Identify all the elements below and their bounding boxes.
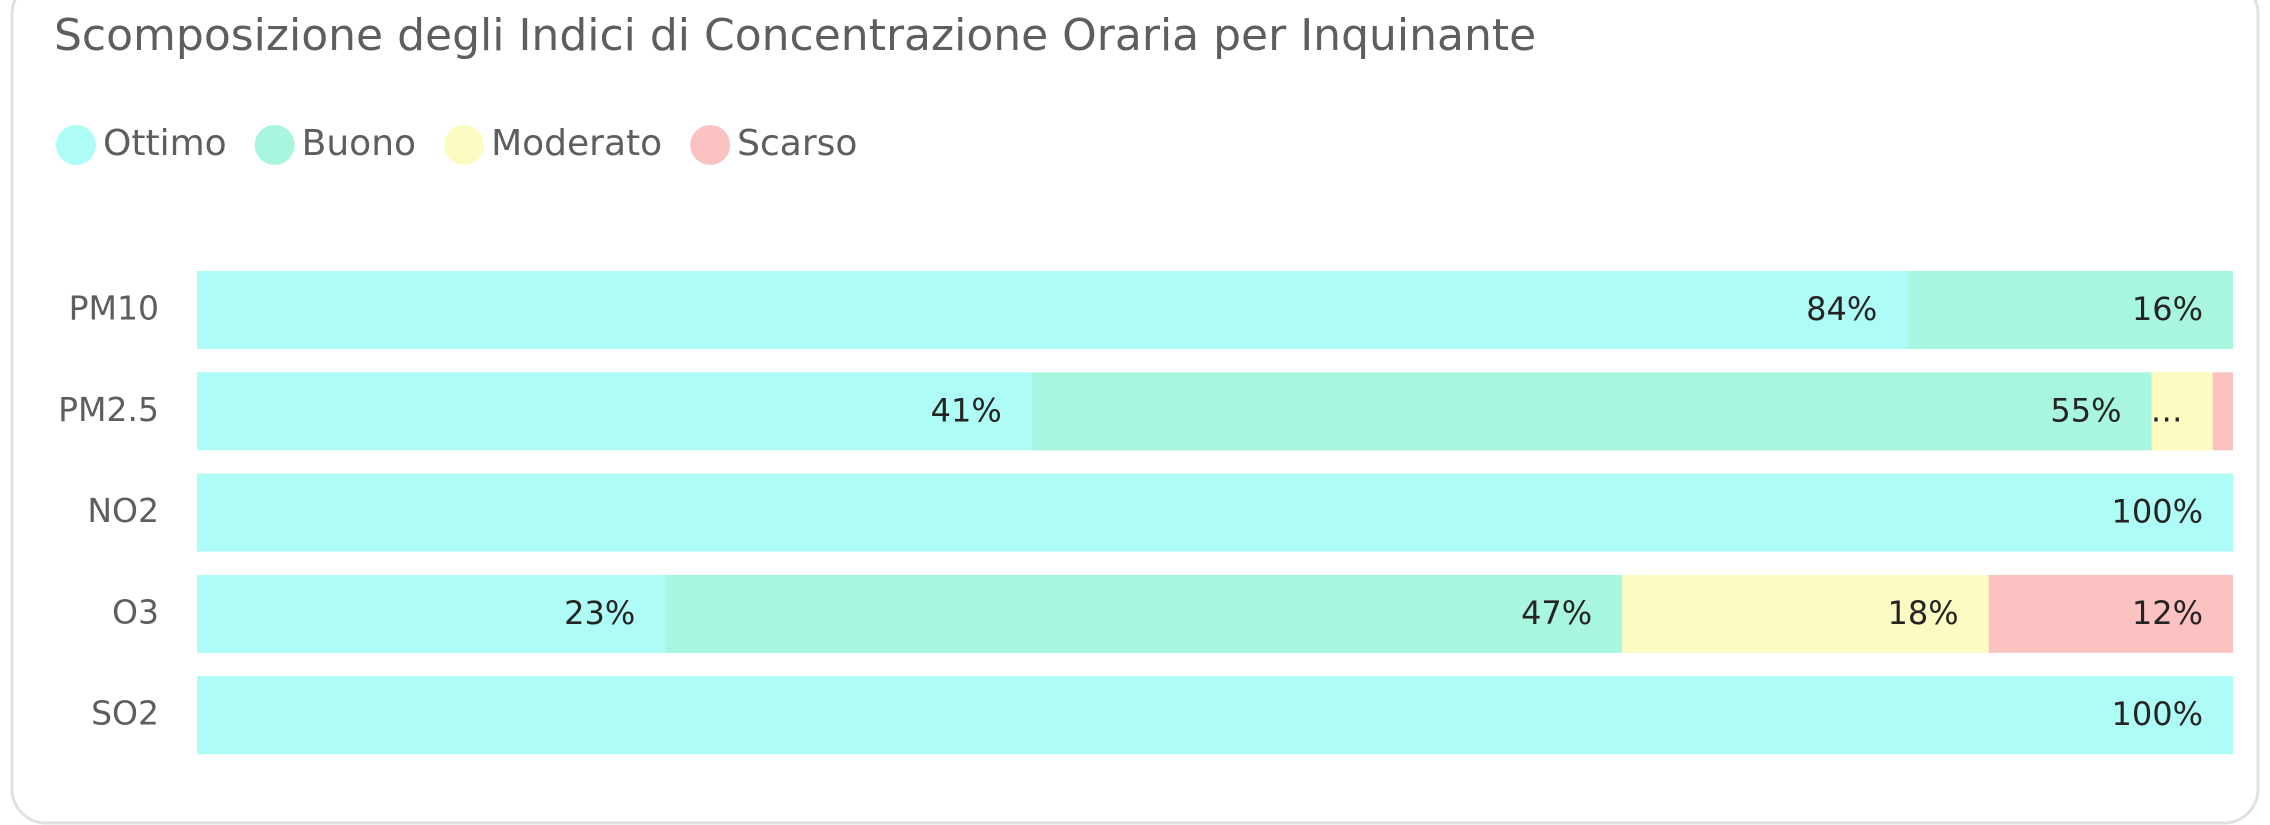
bar-segment xyxy=(2212,372,2233,451)
data-label: 23% xyxy=(564,594,635,632)
data-label: 41% xyxy=(931,391,1002,429)
bar-segment xyxy=(1622,574,1989,653)
bar-segment xyxy=(1988,574,2233,653)
chart-title: Scomposizione degli Indici di Concentraz… xyxy=(54,10,1536,61)
bar-segment xyxy=(197,676,2233,755)
data-label: 84% xyxy=(1806,290,1877,328)
plot-area: PM10 84% 16% PM2.5 41% 55% … NO2 100% O3 23% 47% 18%… xyxy=(58,271,2233,755)
data-label: 47% xyxy=(1521,594,1592,632)
bar-segment xyxy=(665,574,1623,653)
legend-label: Ottimo xyxy=(103,123,227,164)
y-tick-label: O3 xyxy=(112,592,159,631)
data-label: 100% xyxy=(2112,695,2203,733)
bar-segment xyxy=(197,574,666,653)
legend-swatch xyxy=(444,125,485,165)
y-tick-label: SO2 xyxy=(91,694,159,733)
bar-segment xyxy=(1031,372,2152,451)
data-label: 100% xyxy=(2112,493,2203,531)
y-tick-label: NO2 xyxy=(87,491,159,530)
bar-segment xyxy=(197,271,1908,349)
data-label: … xyxy=(2151,391,2183,429)
y-tick-label: PM10 xyxy=(69,289,159,328)
bar-segment xyxy=(2151,372,2213,451)
data-label: 55% xyxy=(2050,391,2121,429)
legend-label: Scarso xyxy=(737,123,857,164)
bar-segment xyxy=(1907,271,2233,349)
legend-label: Buono xyxy=(302,123,416,164)
legend-label: Moderato xyxy=(491,123,662,164)
bar-segment xyxy=(197,473,2233,552)
legend: Ottimo Buono Moderato Scarso xyxy=(56,123,857,165)
bar-segment xyxy=(197,372,1032,451)
legend-swatch xyxy=(690,125,731,165)
data-label: 12% xyxy=(2132,594,2203,632)
legend-swatch xyxy=(56,125,96,165)
data-label: 16% xyxy=(2132,290,2203,328)
y-tick-label: PM2.5 xyxy=(58,390,159,429)
data-label: 18% xyxy=(1888,594,1959,632)
legend-swatch xyxy=(254,125,295,165)
